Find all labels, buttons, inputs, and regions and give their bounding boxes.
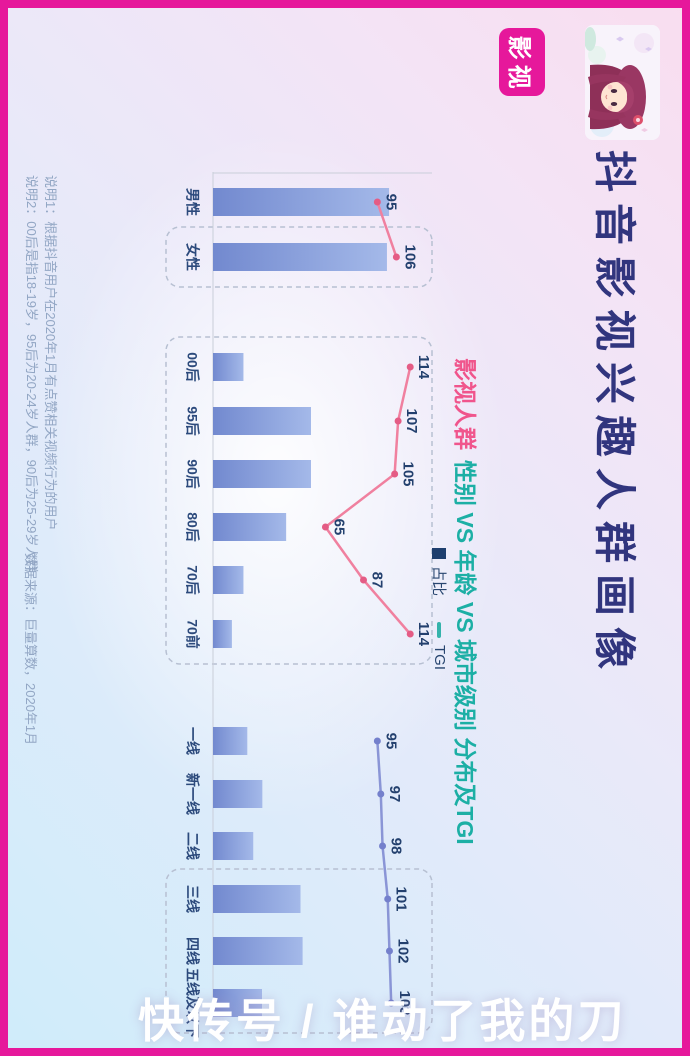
bar xyxy=(213,353,244,381)
bar xyxy=(213,243,387,271)
tgi-dot xyxy=(384,895,392,903)
bar xyxy=(213,780,263,808)
subtitle-highlight: 影视人群 xyxy=(452,358,478,450)
bar xyxy=(213,937,303,965)
category-label: 90后 xyxy=(185,459,201,489)
category-label: 四线 xyxy=(185,937,201,965)
tgi-value-label: 114 xyxy=(415,355,432,380)
category-label: 五线及以下 xyxy=(185,968,201,1038)
bar xyxy=(213,832,254,860)
category-label: 二线 xyxy=(185,832,201,860)
chart-subtitle: 影视人群性别 VS 年龄 VS 城市级别 分布及TGI xyxy=(450,358,484,845)
tgi-value-label: 103 xyxy=(396,990,413,1015)
tgi-value-label: 105 xyxy=(400,461,417,486)
category-label: 女性 xyxy=(185,243,201,271)
tgi-line xyxy=(376,740,393,1004)
category-label: 新一线 xyxy=(185,773,201,815)
category-label: 00后 xyxy=(185,352,201,382)
tgi-value-label: 102 xyxy=(394,938,411,963)
group-highlight-box xyxy=(165,226,433,288)
data-source: 数据来源：巨量算数，2020年1月 xyxy=(23,553,38,746)
tgi-value-label: 107 xyxy=(403,408,420,433)
group-highlight-box xyxy=(165,336,433,665)
tgi-value-label: 101 xyxy=(393,886,410,911)
legend-label-share: 占比 xyxy=(430,566,447,597)
tgi-value-label: 97 xyxy=(386,786,403,803)
bar xyxy=(213,989,262,1017)
tgi-dot xyxy=(387,999,395,1007)
tgi-dot xyxy=(321,523,329,531)
legend-label-tgi: TGI xyxy=(431,645,448,671)
bar xyxy=(213,407,311,435)
category-label: 一线 xyxy=(185,727,201,755)
bar xyxy=(212,620,232,648)
tgi-dot xyxy=(391,470,399,478)
category-label: 70后 xyxy=(185,565,201,595)
tgi-dot xyxy=(373,198,381,206)
legend-item-tgi: TGI xyxy=(431,622,448,670)
bar xyxy=(213,566,244,594)
tgi-value-label: 95 xyxy=(382,194,399,211)
legend-item-share: 占比 xyxy=(429,548,450,596)
footnotes: 说明1：根据抖音用户在2020年1月有点赞相关视频行为的用户 说明2：00后是指… xyxy=(22,175,60,572)
avatar xyxy=(585,25,660,140)
category-label: 95后 xyxy=(185,406,201,436)
tgi-value-label: 106 xyxy=(401,244,418,269)
tgi-dot xyxy=(406,363,414,371)
line-swatch-icon xyxy=(437,622,442,639)
category-badge: 影视 xyxy=(499,28,545,96)
bar xyxy=(213,885,301,913)
bar xyxy=(212,513,287,541)
tgi-line xyxy=(376,201,398,258)
subtitle-rest: 性别 VS 年龄 VS 城市级别 分布及TGI xyxy=(452,460,478,845)
group-highlight-box xyxy=(165,868,433,1034)
tgi-dot xyxy=(373,737,381,745)
chart-legend: 占比 TGI xyxy=(429,548,450,670)
tgi-dot xyxy=(392,253,400,261)
tgi-line xyxy=(324,366,412,635)
footnote-1: 说明1：根据抖音用户在2020年1月有点赞相关视频行为的用户 xyxy=(43,175,58,531)
category-label: 三线 xyxy=(185,885,201,913)
bar xyxy=(212,188,390,216)
tgi-dot xyxy=(360,576,368,584)
tgi-dot xyxy=(406,630,414,638)
category-label: 男性 xyxy=(185,188,201,216)
tgi-value-label: 65 xyxy=(330,519,347,536)
tgi-value-label: 95 xyxy=(382,733,399,750)
tgi-dot xyxy=(394,417,402,425)
category-label: 70前 xyxy=(185,619,201,649)
page-title: 抖音影视兴趣人群画像 xyxy=(591,150,638,681)
tgi-value-label: 114 xyxy=(415,622,432,647)
avatar-illustration-icon xyxy=(585,25,660,140)
bar-swatch-icon xyxy=(432,548,447,559)
tgi-value-label: 87 xyxy=(369,572,386,589)
tgi-value-label: 98 xyxy=(388,838,405,855)
footnote-2: 说明2：00后是指18-19岁，95后为20-24岁人群，90后为25-29岁人… xyxy=(24,175,39,573)
tgi-dot xyxy=(379,842,387,850)
tgi-dot xyxy=(377,790,385,798)
bar xyxy=(212,727,248,755)
tgi-dot xyxy=(385,947,393,955)
category-label: 80后 xyxy=(185,512,201,542)
watermark: 快传号 / 谁动了我的刀 xyxy=(138,995,627,1047)
bar xyxy=(213,460,311,488)
